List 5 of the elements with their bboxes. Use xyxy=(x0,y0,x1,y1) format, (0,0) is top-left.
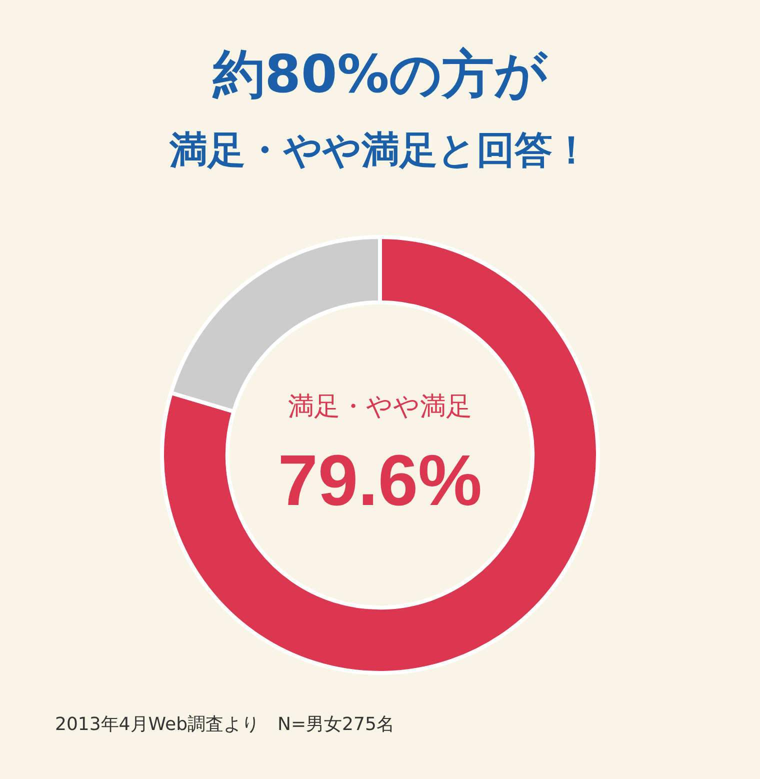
slice-label: 満足・やや満足 xyxy=(288,392,472,422)
chart-title: 約80%の方が xyxy=(211,44,549,107)
chart-subtitle: 満足・やや満足と回答！ xyxy=(168,127,592,174)
data-label: 79.6% xyxy=(278,440,482,521)
text: 2013年4月Web調査より N=男女275名 xyxy=(55,713,394,736)
